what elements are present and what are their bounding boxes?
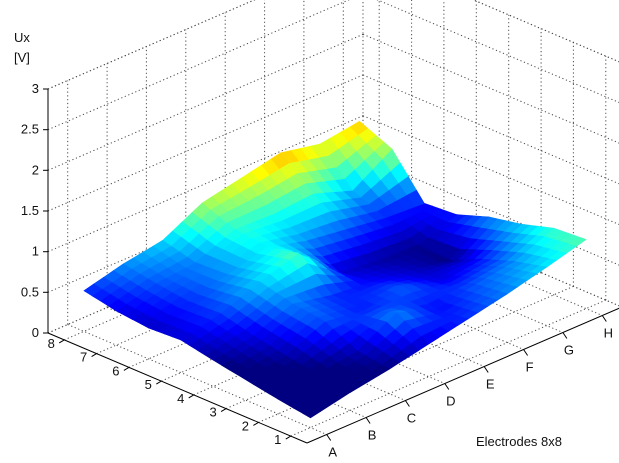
y-axis-line (47, 332, 308, 444)
y-tick-mark (188, 394, 194, 399)
grid-line-backwall-z (47, 115, 364, 253)
y-tick-mark (253, 421, 259, 426)
surface (83, 120, 587, 419)
x-tick-label: E (486, 377, 495, 392)
grid-line-backwall-z (47, 0, 256, 90)
grid-line-sidewall-z (376, 0, 619, 103)
x-tick-mark (562, 332, 568, 339)
grid-line-sidewall-z (362, 74, 619, 185)
x-tick-label: F (526, 360, 534, 375)
z-tick-label: 2.5 (21, 122, 39, 137)
y-tick-label: 6 (112, 363, 119, 378)
axes (43, 88, 619, 444)
y-tick-mark (220, 408, 227, 413)
x-tick-label: A (328, 445, 337, 460)
z-tick-label: 1 (32, 244, 39, 259)
y-tick-mark (58, 339, 65, 344)
z-axis-title-line1: Ux (14, 30, 30, 45)
x-tick-label: H (604, 326, 613, 341)
x-tick-label: G (564, 343, 574, 358)
grid-line-backwall-z (47, 74, 364, 212)
grid-line-floor-x (290, 299, 606, 437)
x-tick-label: C (407, 411, 416, 426)
x-tick-mark (601, 315, 607, 322)
y-tick-mark (123, 366, 130, 371)
grid-line-floor-y (67, 324, 327, 435)
y-tick-label: 4 (177, 391, 184, 406)
y-tick-label: 7 (80, 350, 87, 365)
x-axis-line (306, 307, 619, 444)
x-tick-mark (404, 400, 410, 407)
x-tick-mark (483, 366, 489, 373)
z-tick-label: 3 (32, 81, 39, 96)
tick-labels: 0 0.5 1 1.5 2 2.5 3 1 2 3 4 5 6 7 8 A B C D E F G H (21, 81, 613, 460)
x-axis-title: Electrodes 8x8 (476, 434, 562, 449)
z-tick-label: 0.5 (21, 284, 39, 299)
x-tick-mark (444, 383, 450, 390)
z-tick-label: 1.5 (21, 203, 39, 218)
y-tick-mark (156, 380, 162, 385)
grid-line-sidewall-z (472, 0, 619, 63)
grid-line-backwall-z (47, 0, 350, 131)
grid-line-sidewall-z (362, 155, 619, 266)
z-axis-title-line2: [V] (14, 50, 30, 65)
y-tick-label: 8 (48, 336, 55, 351)
z-tick-label: 0 (32, 325, 39, 340)
y-tick-mark (91, 353, 97, 358)
y-tick-label: 2 (242, 418, 249, 433)
z-tick-label: 2 (32, 162, 39, 177)
frame-edge (47, 0, 256, 90)
x-tick-mark (326, 434, 332, 441)
x-tick-label: D (446, 394, 455, 409)
x-tick-mark (365, 417, 371, 424)
grid-line-sidewall-z (362, 33, 619, 144)
grid-line-backwall-z (47, 33, 364, 171)
y-tick-mark (285, 435, 292, 440)
y-tick-label: 1 (274, 432, 281, 447)
y-tick-label: 3 (209, 405, 216, 420)
grid-line-sidewall-z (362, 115, 619, 225)
y-tick-label: 5 (145, 377, 152, 392)
x-tick-mark (523, 349, 529, 356)
x-tick-label: B (368, 428, 377, 443)
surface-patch (83, 283, 103, 297)
frame-edge (472, 0, 619, 63)
